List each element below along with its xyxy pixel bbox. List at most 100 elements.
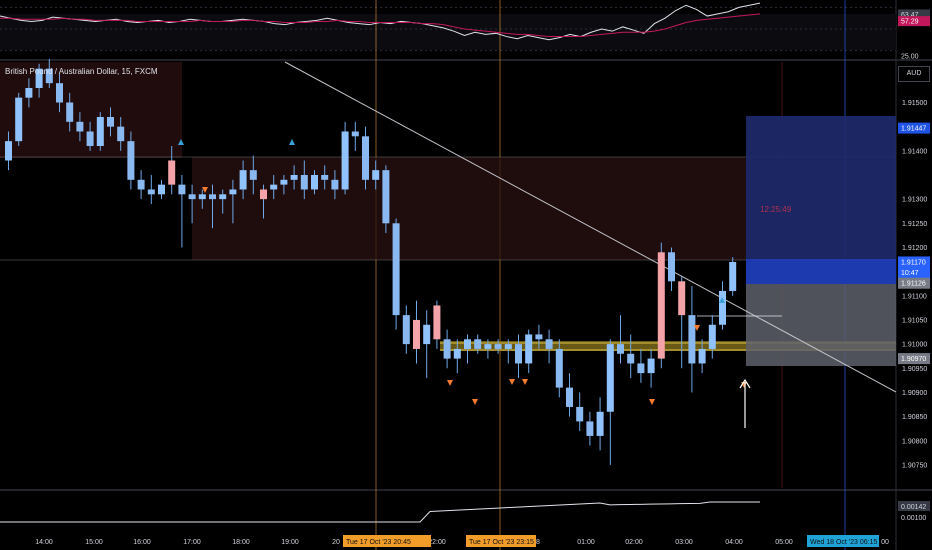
- candle-body: [433, 305, 441, 340]
- time-tick-label: 17:00: [183, 539, 201, 546]
- candle-body: [351, 131, 359, 137]
- time-tick-label: 20: [332, 539, 340, 546]
- candle-body: [402, 315, 410, 345]
- crosshair-time-badge: [466, 535, 536, 547]
- candle-body: [178, 184, 186, 195]
- crosshair-time-label: Wed 18 Oct '23 06:15: [810, 539, 877, 546]
- signal-down-icon: [447, 380, 453, 386]
- price-tick-label: 1.91400: [902, 148, 927, 155]
- signal-down-icon: [509, 379, 515, 385]
- time-tick-label: 15:00: [85, 539, 103, 546]
- supply-zone-2: [192, 157, 746, 260]
- candle-body: [280, 179, 288, 185]
- candle-body: [45, 68, 53, 84]
- candle-body: [617, 344, 624, 354]
- position-target-zone: [746, 116, 896, 284]
- candle-body: [494, 344, 502, 349]
- price-tick-label: 1.91200: [902, 245, 927, 252]
- candle-body: [372, 170, 380, 180]
- candle-body: [331, 179, 339, 190]
- signal-down-icon: [472, 399, 478, 405]
- candle-body: [668, 252, 675, 282]
- crosshair-time-badge: [807, 535, 879, 547]
- price-badge-label: 1.91447: [901, 126, 926, 133]
- time-tick-label: 05:00: [775, 539, 793, 546]
- candle-body: [209, 194, 216, 200]
- candle-body: [678, 281, 686, 316]
- time-tick-label: 04:00: [725, 539, 743, 546]
- price-badge: [898, 122, 930, 134]
- price-tick-label: 1.90900: [902, 390, 927, 397]
- time-tick-label: 19:00: [281, 539, 299, 546]
- time-tick-label: 00: [881, 539, 889, 546]
- indicator-tick-label: 0.00100: [901, 515, 926, 522]
- time-tick-label: 01:00: [577, 539, 595, 546]
- candle-body: [637, 363, 645, 374]
- candle-body: [515, 344, 522, 364]
- candle-body: [35, 68, 43, 88]
- signal-down-icon: [694, 325, 700, 331]
- price-tick-label: 1.91000: [902, 342, 927, 349]
- candle-body: [15, 97, 23, 142]
- candle-body: [290, 174, 298, 180]
- candle-body: [698, 348, 706, 364]
- candle-body: [168, 160, 176, 185]
- price-tick-label: 1.91050: [902, 317, 927, 324]
- position-stop-zone: [746, 284, 896, 366]
- rsi-tick-label: 57.29: [901, 19, 919, 26]
- candle-body: [117, 126, 125, 142]
- candle-body: [606, 344, 614, 412]
- rsi-badge: [898, 9, 930, 20]
- time-tick-label: 22:00: [428, 539, 446, 546]
- candle-body: [249, 170, 257, 180]
- price-tick-label: 1.91250: [902, 221, 927, 228]
- price-tick-label: 1.91500: [902, 100, 927, 107]
- crosshair-time-label: Tue 17 Oct '23 20:45: [346, 539, 411, 546]
- price-tick-label: 1.90750: [902, 462, 927, 469]
- candle-body: [66, 102, 74, 122]
- rsi-tick-label: 25.00: [901, 54, 919, 61]
- currency-button[interactable]: AUD: [898, 66, 930, 82]
- time-tick-label: 02:00: [625, 539, 643, 546]
- annotation-arrow-icon: [739, 378, 751, 389]
- time-tick-label: 03:00: [675, 539, 693, 546]
- candle-body: [107, 116, 114, 127]
- rsi-tick-label: 63.47: [901, 12, 919, 19]
- crosshair-time-badge: [343, 535, 431, 547]
- pane-title: British Pound / Australian Dollar, 15, F…: [5, 67, 158, 76]
- trend-line: [284, 61, 897, 393]
- price-tick-label: 1.91300: [902, 197, 927, 204]
- candle-body: [729, 261, 737, 291]
- candle-body: [392, 223, 400, 316]
- candle-body: [719, 290, 726, 325]
- candle-body: [147, 189, 155, 195]
- candle-body: [484, 344, 492, 349]
- signal-up-icon: [178, 139, 184, 145]
- candle-body: [464, 339, 471, 349]
- candle-body: [688, 315, 696, 364]
- price-badge-label: 1.90970: [901, 356, 926, 363]
- candle-body: [362, 136, 369, 180]
- price-tick-label: 1.90850: [902, 414, 927, 421]
- candle-body: [382, 170, 390, 224]
- candle-body: [596, 411, 604, 436]
- candle-body: [566, 387, 573, 407]
- price-badge: [898, 256, 930, 279]
- price-tick-label: 1.90950: [902, 366, 927, 373]
- candle-body: [413, 319, 420, 349]
- time-tick-label: 16:00: [133, 539, 151, 546]
- price-badge-label: 1.91170: [901, 259, 926, 266]
- candle-body: [647, 358, 655, 374]
- candle-body: [504, 344, 512, 349]
- candle-body: [545, 339, 553, 349]
- price-badge: [898, 277, 930, 289]
- signal-down-icon: [522, 379, 528, 385]
- candle-body: [555, 348, 563, 388]
- candle-body: [300, 174, 308, 190]
- candle-body: [535, 334, 543, 340]
- price-badge: [898, 353, 930, 365]
- candle-body: [5, 141, 12, 161]
- signal-up-icon: [719, 297, 725, 303]
